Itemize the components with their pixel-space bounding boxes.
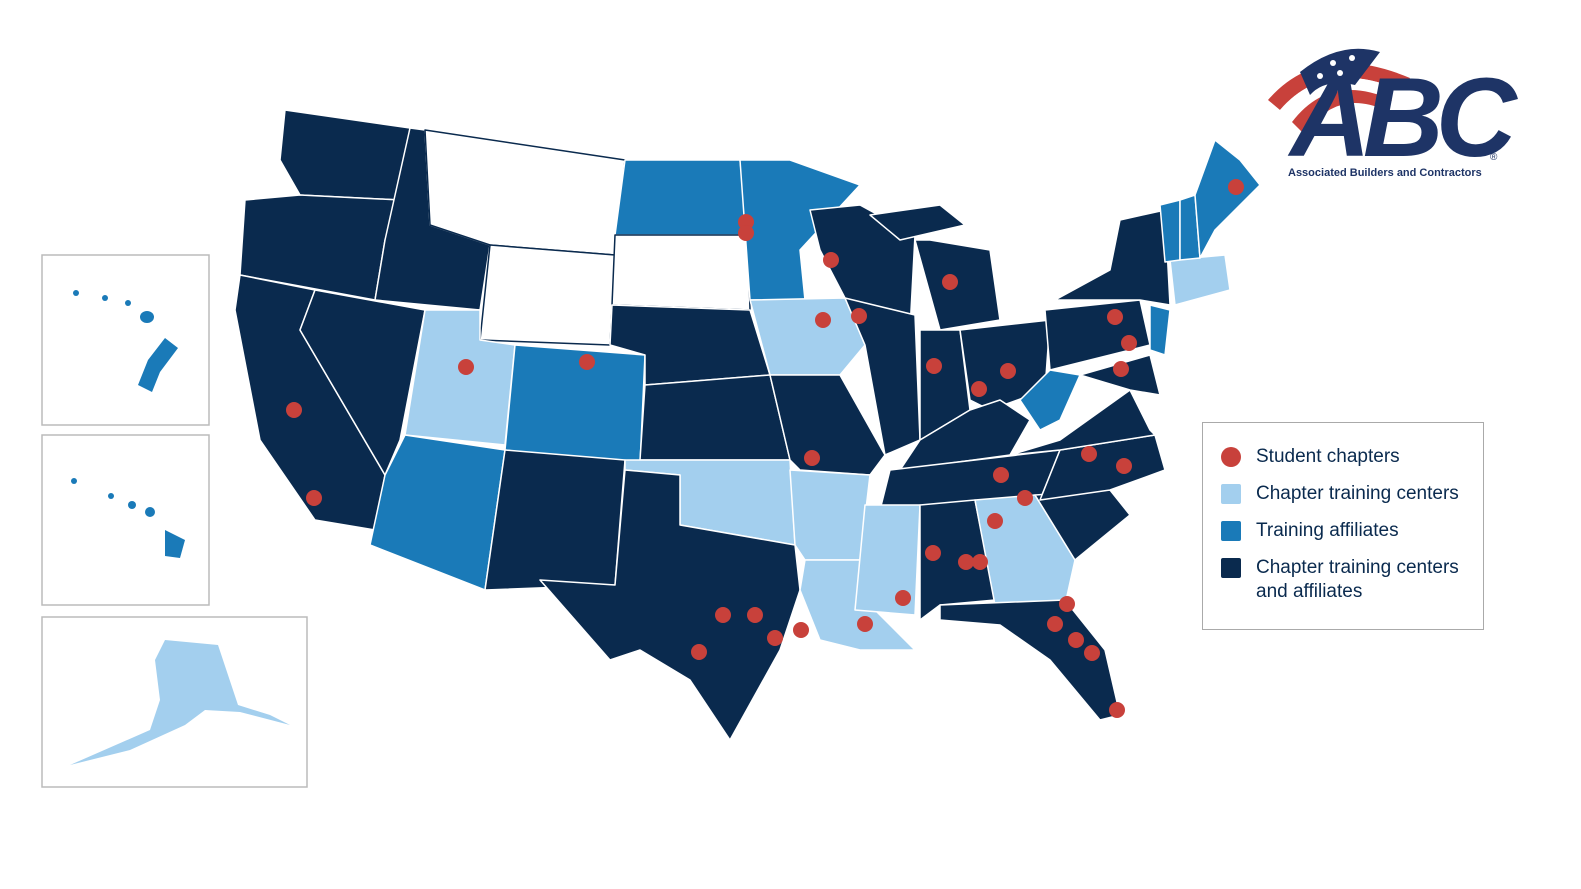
student-chapter-dot <box>1228 179 1244 195</box>
student-chapter-dot <box>767 630 783 646</box>
student-chapter-dot <box>942 274 958 290</box>
student-chapter-dot <box>793 622 809 638</box>
legend-swatch <box>1221 521 1241 541</box>
legend-item: Student chapters <box>1221 445 1483 469</box>
student-chapter-dot <box>993 467 1009 483</box>
states <box>234 109 1261 741</box>
student-chapter-dot <box>1047 616 1063 632</box>
student-chapter-dot <box>306 490 322 506</box>
legend-item: Chapter training centers and affiliates <box>1221 556 1483 604</box>
student-chapter-dot <box>1107 309 1123 325</box>
legend-label: Student chapters <box>1256 446 1400 467</box>
student-chapter-dot <box>925 545 941 561</box>
student-chapter-dot <box>815 312 831 328</box>
legend-label: Training affiliates <box>1256 520 1399 541</box>
student-chapter-dot <box>458 359 474 375</box>
student-chapter-dot <box>1113 361 1129 377</box>
student-chapter-dot <box>1068 632 1084 648</box>
logo-flag <box>1268 48 1410 135</box>
student-chapter-dot <box>971 381 987 397</box>
student-chapter-dot <box>1109 702 1125 718</box>
legend-item: Chapter training centers <box>1221 482 1483 506</box>
student-chapter-dot <box>738 225 754 241</box>
student-chapter-dot <box>958 554 974 570</box>
legend-swatch <box>1221 558 1241 578</box>
student-chapter-dots <box>286 179 1244 718</box>
student-chapter-dot <box>747 607 763 623</box>
student-chapter-dot <box>926 358 942 374</box>
student-chapter-dot <box>579 354 595 370</box>
student-chapter-dot <box>857 616 873 632</box>
student-chapter-dot <box>895 590 911 606</box>
logo-registered: ® <box>1490 152 1498 163</box>
student-chapter-dot <box>1017 490 1033 506</box>
student-chapter-dot <box>286 402 302 418</box>
legend-label: Chapter training centers and affiliates <box>1256 557 1459 602</box>
student-chapter-dot <box>738 214 754 230</box>
legend: Student chapters Chapter training centers… <box>1202 422 1484 630</box>
student-chapter-dot <box>715 607 731 623</box>
legend-swatch <box>1221 484 1241 504</box>
student-chapter-dot <box>1059 596 1075 612</box>
legend-swatch <box>1221 447 1241 467</box>
student-chapter-dot <box>1000 363 1016 379</box>
student-chapter-dot <box>987 513 1003 529</box>
student-chapter-dot <box>691 644 707 660</box>
student-chapter-dot <box>804 450 820 466</box>
student-chapter-dot <box>972 554 988 570</box>
logo-tagline: Associated Builders and Contractors <box>1288 167 1482 179</box>
student-chapter-dot <box>1121 335 1137 351</box>
student-chapter-dot <box>851 308 867 324</box>
legend-label: Chapter training centers <box>1256 483 1459 504</box>
student-chapter-dot <box>1081 446 1097 462</box>
student-chapter-dot <box>1116 458 1132 474</box>
insets <box>41 254 308 788</box>
legend-item: Training affiliates <box>1221 519 1483 543</box>
student-chapter-dot <box>823 252 839 268</box>
logo-text: ABC <box>1290 55 1517 180</box>
student-chapter-dot <box>1084 645 1100 661</box>
